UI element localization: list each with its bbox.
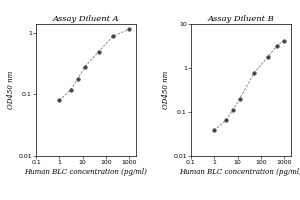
X-axis label: Human BLC concentration (pg/ml): Human BLC concentration (pg/ml) bbox=[180, 168, 300, 176]
Y-axis label: OD450 nm: OD450 nm bbox=[162, 71, 170, 109]
Title: Assay Diluent B: Assay Diluent B bbox=[208, 15, 274, 23]
X-axis label: Human BLC concentration (pg/ml): Human BLC concentration (pg/ml) bbox=[25, 168, 147, 176]
Y-axis label: OD450 nm: OD450 nm bbox=[8, 71, 15, 109]
Title: Assay Diluent A: Assay Diluent A bbox=[53, 15, 119, 23]
